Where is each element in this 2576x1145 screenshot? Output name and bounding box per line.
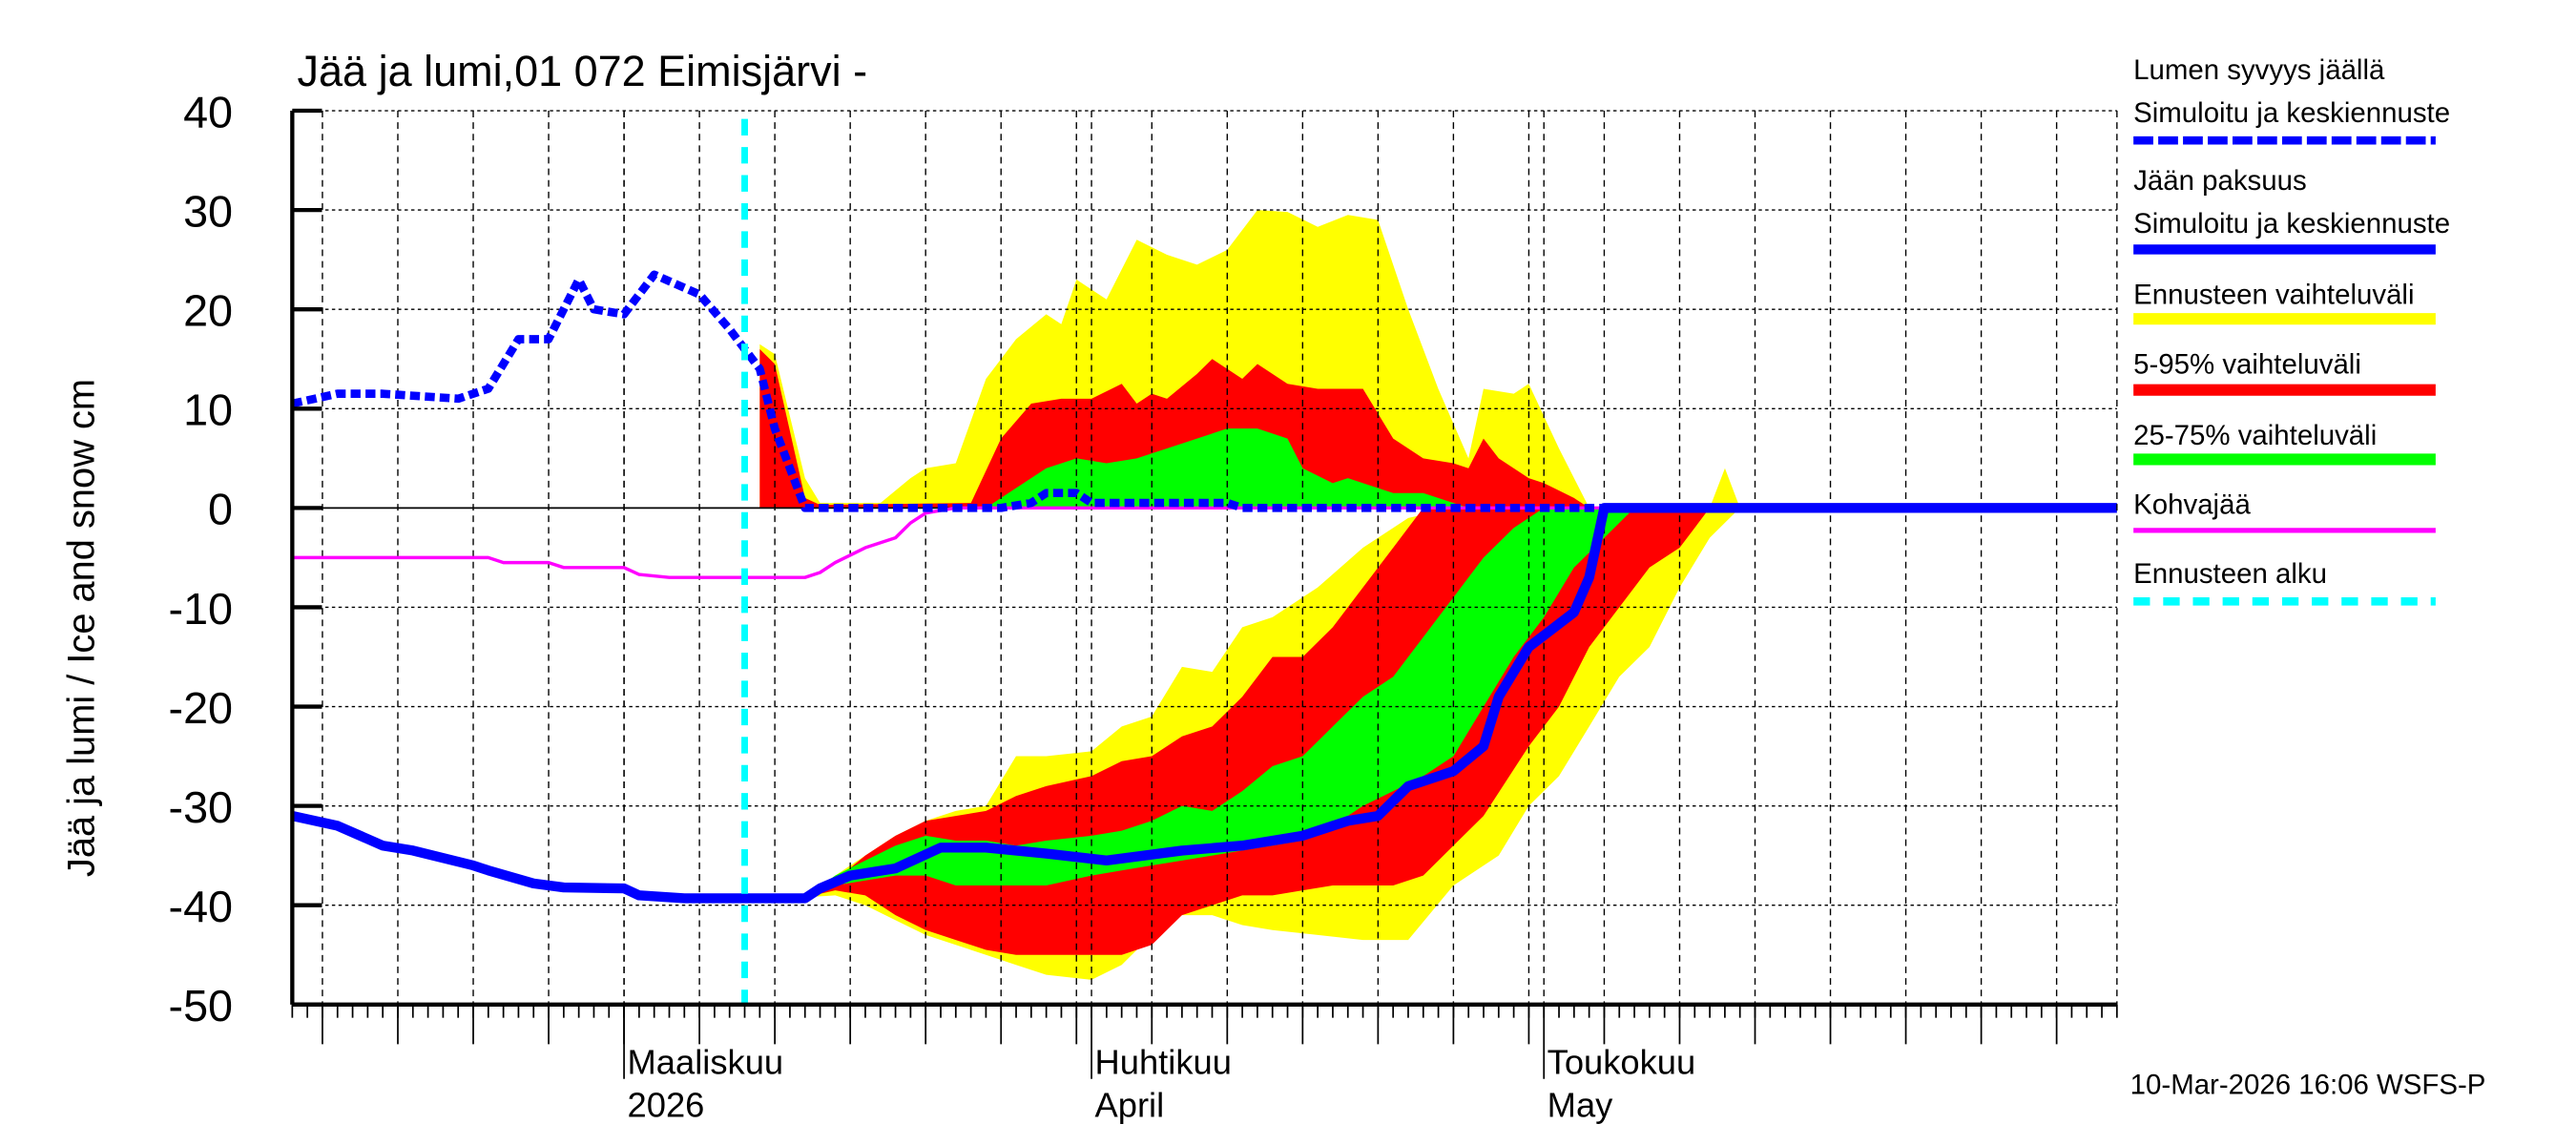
ice-band-25-75-vaihteluv-li [804,508,1635,898]
axes: 40 30 20 10 0 -10 -20 -30 -40 -50 Maaliskuu 2026 Huh… [169,87,2118,1125]
legend-label: Kohvajää [2133,489,2251,521]
legend-label: Lumen syvyys jäällä [2133,54,2385,86]
snow-band-25-75-vaihteluv-li [986,428,1469,509]
y-tick-label: -10 [169,584,234,634]
y-axis-label: Jää ja lumi / Ice and snow cm [61,379,103,877]
series-lines [291,118,2117,1005]
legend-label: Jään paksuus [2133,165,2307,197]
legend-label: Ennusteen alku [2133,558,2327,590]
series-j-n-paksuus [291,503,2117,904]
snow-band-5-95-vaihteluv-li [759,348,1589,509]
forecast-bands [759,210,1740,980]
y-tick-label: 30 [183,186,233,236]
legend-label: Ennusteen vaihteluväli [2133,280,2414,311]
legend: Lumen syvyys jäällä Simuloitu ja keskienn… [2133,54,2450,606]
y-tick-label: -50 [169,981,234,1030]
legend-label: 25-75% vaihteluväli [2133,420,2377,451]
chart-title: Jää ja lumi,01 072 Eimisjärvi - [298,47,868,95]
series-kohvaj- [292,506,2117,579]
month-label: Maaliskuu [628,1043,784,1082]
y-tick-label: -40 [169,882,234,931]
y-tick-label: 10 [183,385,233,435]
y-tick-label: 0 [208,485,233,534]
month-sublabel: May [1548,1086,1613,1125]
series-lumen-syvyys-j-ll- [291,270,2117,512]
month-label: Toukokuu [1548,1043,1696,1082]
y-tick-label: 20 [183,286,233,336]
month-sublabel: April [1095,1086,1165,1125]
month-sublabel: 2026 [628,1086,705,1125]
legend-sublabel: Simuloitu ja keskiennuste [2133,97,2450,129]
y-tick-label: -30 [169,782,234,832]
legend-label: 5-95% vaihteluväli [2133,348,2361,380]
y-tick-label: 40 [183,87,233,136]
y-tick-label: -20 [169,683,234,733]
legend-sublabel: Simuloitu ja keskiennuste [2133,208,2450,239]
snow-band-ennusteen-vaihteluv-li [759,210,1740,509]
footer-timestamp: 10-Mar-2026 16:06 WSFS-P [2130,1069,2486,1100]
month-label: Huhtikuu [1095,1043,1232,1082]
